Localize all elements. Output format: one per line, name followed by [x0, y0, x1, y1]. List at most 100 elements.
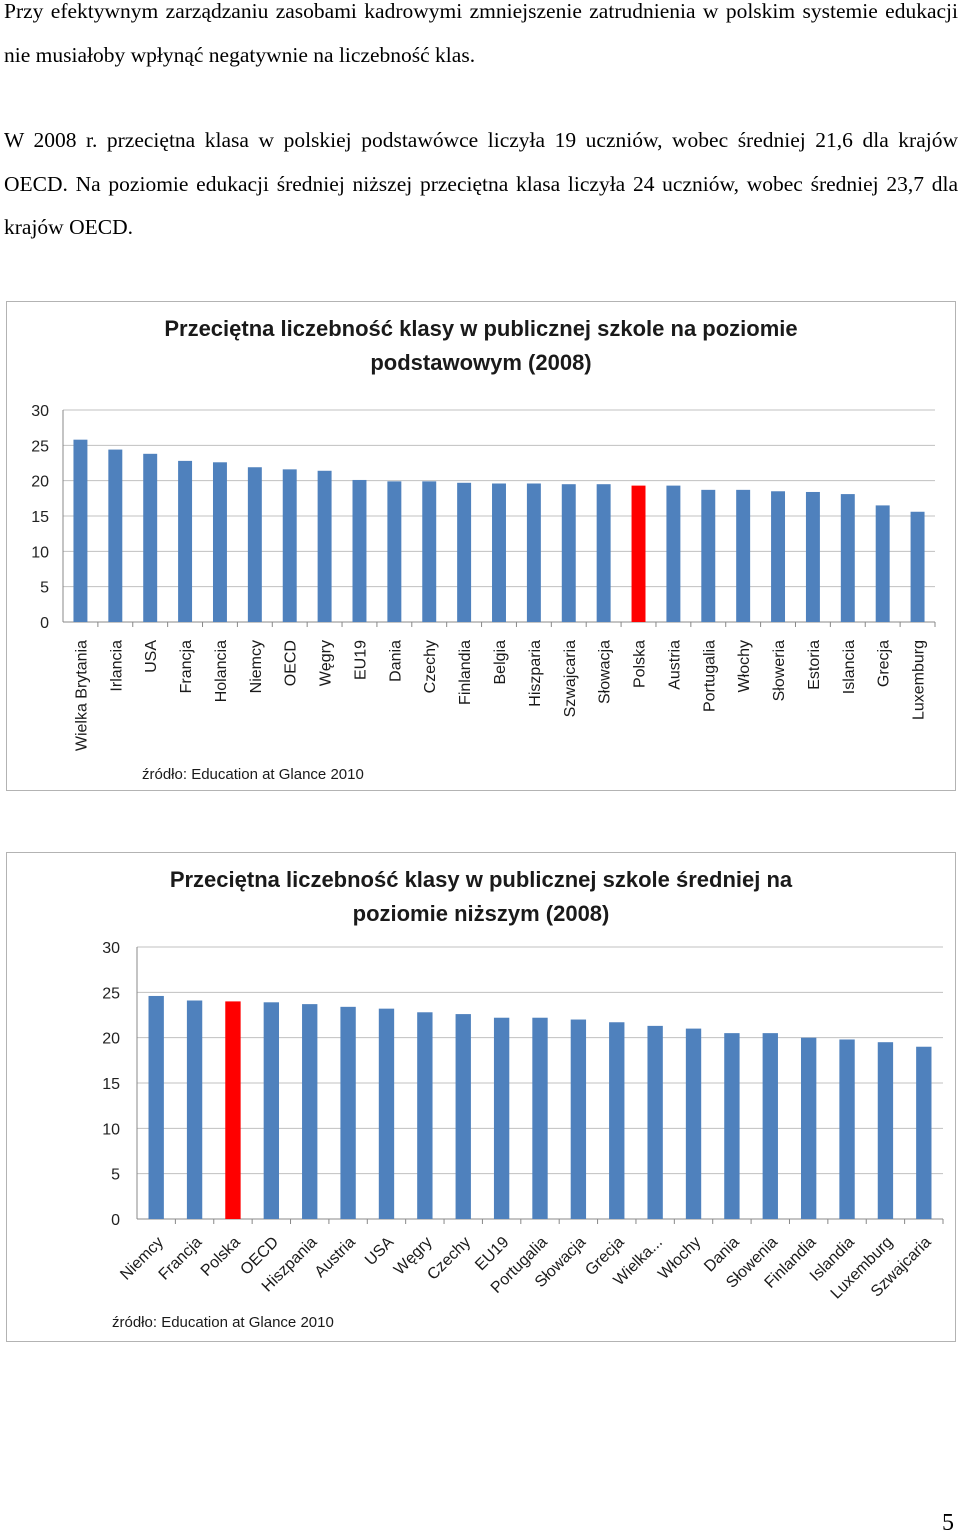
x-category-label: Luxemburg — [911, 640, 928, 720]
x-category-label: Włochy — [736, 640, 753, 692]
x-category-label: Polska — [198, 1234, 244, 1280]
chart-title-line2: podstawowym (2008) — [370, 350, 591, 375]
bar — [570, 1019, 587, 1219]
y-tick-label: 30 — [102, 940, 120, 957]
bar — [800, 1037, 817, 1219]
bar — [186, 1000, 203, 1219]
y-tick-label: 10 — [31, 544, 49, 561]
bar — [387, 481, 402, 622]
x-category-label: Belgia — [492, 640, 509, 685]
bar — [877, 1042, 894, 1219]
x-category-label: Polska — [632, 640, 649, 688]
lower-secondary-chart-canvas: Przeciętna liczebność klasy w publicznej… — [102, 867, 944, 1331]
bar — [916, 1046, 932, 1219]
x-category-label: Słoweria — [771, 640, 788, 701]
bar — [302, 1004, 318, 1219]
bar — [596, 484, 611, 622]
bar — [532, 1017, 548, 1219]
intro-paragraph: Przy efektywnym zarządzaniu zasobami kad… — [4, 0, 958, 67]
x-category-label: Islancia — [841, 640, 858, 694]
bar — [526, 483, 541, 622]
x-category-label: USA — [362, 1234, 398, 1270]
y-tick-label: 20 — [102, 1031, 120, 1048]
chart-title-line1: Przeciętna liczebność klasy w publicznej… — [164, 316, 797, 341]
y-tick-label: 15 — [31, 509, 49, 526]
chart-source-note: źródło: Education at Glance 2010 — [142, 766, 364, 783]
y-tick-label: 20 — [31, 474, 49, 491]
x-category-label: OECD — [283, 640, 300, 686]
y-tick-label: 25 — [102, 985, 120, 1002]
y-tick-label: 15 — [102, 1076, 120, 1093]
bar — [609, 1022, 625, 1219]
bar — [340, 1006, 356, 1219]
x-category-label: EU19 — [352, 640, 369, 680]
x-category-label: Austria — [666, 640, 683, 690]
x-category-label: Niemcy — [248, 640, 265, 693]
x-category-label: Holancia — [213, 640, 230, 702]
bar — [282, 469, 297, 622]
bar — [666, 485, 681, 622]
x-category-label: Wielka Brytania — [73, 640, 90, 751]
bar — [561, 484, 576, 622]
bar — [647, 1025, 663, 1219]
bar — [724, 1033, 740, 1219]
bar — [762, 1033, 778, 1219]
x-category-label: Austria — [312, 1234, 359, 1281]
x-category-label: Czechy — [424, 1234, 474, 1284]
bar — [771, 491, 786, 622]
bar — [352, 479, 367, 622]
bar — [73, 439, 88, 622]
x-category-label: Szwajcaria — [562, 640, 579, 717]
chart-title-line2: poziomie niższym (2008) — [353, 901, 610, 926]
bar — [701, 489, 716, 622]
bar — [492, 483, 506, 622]
x-category-label: Słowacja — [597, 640, 614, 704]
chart-title-line1: Przeciętna liczebność klasy w publicznej… — [170, 867, 793, 892]
x-category-label: Dania — [387, 640, 404, 682]
bar — [805, 491, 820, 622]
x-category-label: Włochy — [655, 1234, 704, 1283]
bar — [148, 995, 164, 1219]
primary-chart-canvas: Przeciętna liczebność klasy w publicznej… — [31, 316, 936, 783]
x-category-label: Irlancia — [108, 640, 125, 692]
bar — [910, 511, 925, 622]
bar — [212, 462, 227, 622]
bar — [263, 1002, 280, 1219]
y-tick-label: 30 — [31, 403, 49, 420]
primary-class-size-chart: Przeciętna liczebność klasy w publicznej… — [6, 301, 956, 791]
chart-source-note: źródło: Education at Glance 2010 — [112, 1314, 334, 1331]
x-category-label: Portugalia — [701, 640, 718, 712]
bar — [455, 1014, 471, 1219]
bar — [378, 1008, 395, 1219]
bar — [840, 494, 855, 622]
bar-highlight — [631, 485, 646, 622]
x-category-label: Czechy — [422, 640, 439, 693]
y-tick-label: 5 — [40, 580, 49, 597]
x-category-label: Francja — [178, 640, 195, 693]
x-category-label: Francja — [156, 1234, 206, 1284]
bar — [422, 481, 437, 622]
bar — [108, 449, 123, 622]
bar — [317, 470, 332, 622]
lower-secondary-class-size-chart: Przeciętna liczebność klasy w publicznej… — [6, 852, 956, 1342]
x-category-label: Hiszparia — [527, 640, 544, 707]
x-category-label: Grecja — [876, 640, 893, 687]
y-tick-label: 0 — [40, 615, 49, 632]
bar — [143, 453, 158, 622]
y-tick-label: 5 — [111, 1167, 120, 1184]
bar — [736, 489, 751, 622]
x-category-label: Finlandia — [457, 640, 474, 705]
x-category-label: USA — [143, 640, 160, 673]
page-number: 5 — [942, 1510, 954, 1536]
statistics-paragraph: W 2008 r. przeciętna klasa w polskiej po… — [4, 128, 958, 239]
y-tick-label: 0 — [111, 1212, 120, 1229]
bar — [178, 460, 193, 622]
bar — [247, 467, 262, 622]
x-category-label: Estoria — [806, 640, 823, 690]
x-category-label: Węgry — [318, 640, 335, 686]
bar — [493, 1017, 510, 1219]
bar — [417, 1012, 433, 1219]
bar — [685, 1028, 702, 1219]
bar — [457, 482, 472, 622]
bar — [875, 505, 890, 622]
